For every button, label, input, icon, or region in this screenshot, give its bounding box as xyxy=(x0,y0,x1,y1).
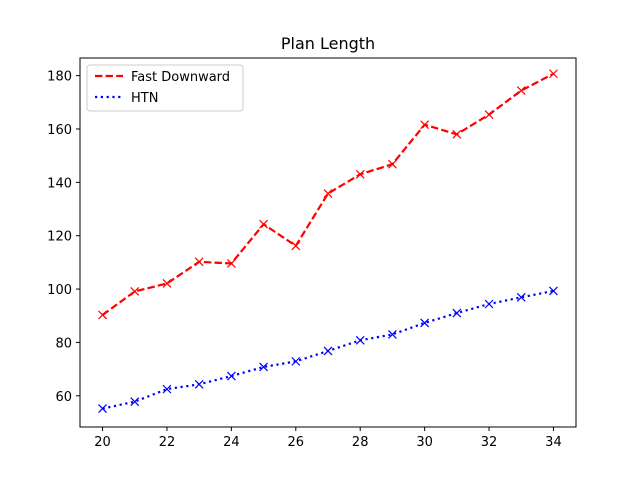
plot-frame xyxy=(79,57,577,428)
data-point-htn xyxy=(226,371,236,381)
y-tick-label: 180 xyxy=(47,70,72,85)
y-axis: 60 80 100 120 140 160 180 xyxy=(47,70,80,405)
data-point-fast-downward xyxy=(98,310,107,320)
data-point-htn xyxy=(516,292,526,302)
data-point-fast-downward xyxy=(226,259,236,268)
data-point-fast-downward xyxy=(130,287,140,296)
legend: Fast Downward HTN xyxy=(86,64,244,112)
data-point-fast-downward xyxy=(194,257,204,267)
series-layer xyxy=(98,69,558,414)
data-point-fast-downward xyxy=(162,279,172,288)
x-tick-label: 34 xyxy=(545,435,562,450)
y-tick-label: 140 xyxy=(47,176,72,191)
x-axis: 20 22 24 26 28 30 32 34 xyxy=(94,427,562,450)
data-point-htn xyxy=(130,397,140,407)
x-tick-label: 30 xyxy=(416,435,433,450)
data-point-fast-downward xyxy=(516,86,526,95)
data-point-htn xyxy=(355,335,365,345)
data-point-htn xyxy=(452,308,462,318)
data-point-htn xyxy=(162,384,172,394)
data-point-htn xyxy=(323,346,333,356)
y-tick-label: 80 xyxy=(55,336,72,351)
data-point-fast-downward xyxy=(355,169,365,179)
x-tick-label: 24 xyxy=(223,435,240,450)
x-tick-label: 20 xyxy=(94,435,111,450)
legend-label-htn: HTN xyxy=(131,91,158,106)
data-point-htn xyxy=(291,356,301,366)
data-point-htn xyxy=(484,299,494,309)
data-point-fast-downward xyxy=(420,120,430,130)
data-point-htn xyxy=(420,318,430,328)
legend-label-fast-downward: Fast Downward xyxy=(131,70,230,85)
data-point-fast-downward xyxy=(387,159,397,169)
data-point-fast-downward xyxy=(484,110,494,119)
data-point-htn xyxy=(98,404,107,414)
series-line-fast-downward xyxy=(101,72,554,316)
data-point-fast-downward xyxy=(259,219,269,229)
chart-title: Plan Length xyxy=(281,34,375,53)
data-point-htn xyxy=(549,286,558,296)
data-point-fast-downward xyxy=(323,189,333,198)
legend-box xyxy=(86,64,244,112)
y-tick-label: 60 xyxy=(55,390,72,405)
plot-area xyxy=(80,58,576,427)
data-point-fast-downward xyxy=(452,129,462,139)
data-point-htn xyxy=(194,379,204,389)
y-tick-label: 120 xyxy=(47,230,72,245)
data-point-fast-downward xyxy=(291,241,301,251)
data-point-fast-downward xyxy=(549,69,558,79)
x-tick-label: 22 xyxy=(159,435,176,450)
data-point-htn xyxy=(387,329,397,339)
y-tick-label: 160 xyxy=(47,123,72,138)
data-point-htn xyxy=(259,362,269,372)
x-tick-label: 32 xyxy=(481,435,498,450)
x-tick-label: 28 xyxy=(352,435,369,450)
y-tick-label: 100 xyxy=(47,283,72,298)
x-tick-label: 26 xyxy=(288,435,305,450)
